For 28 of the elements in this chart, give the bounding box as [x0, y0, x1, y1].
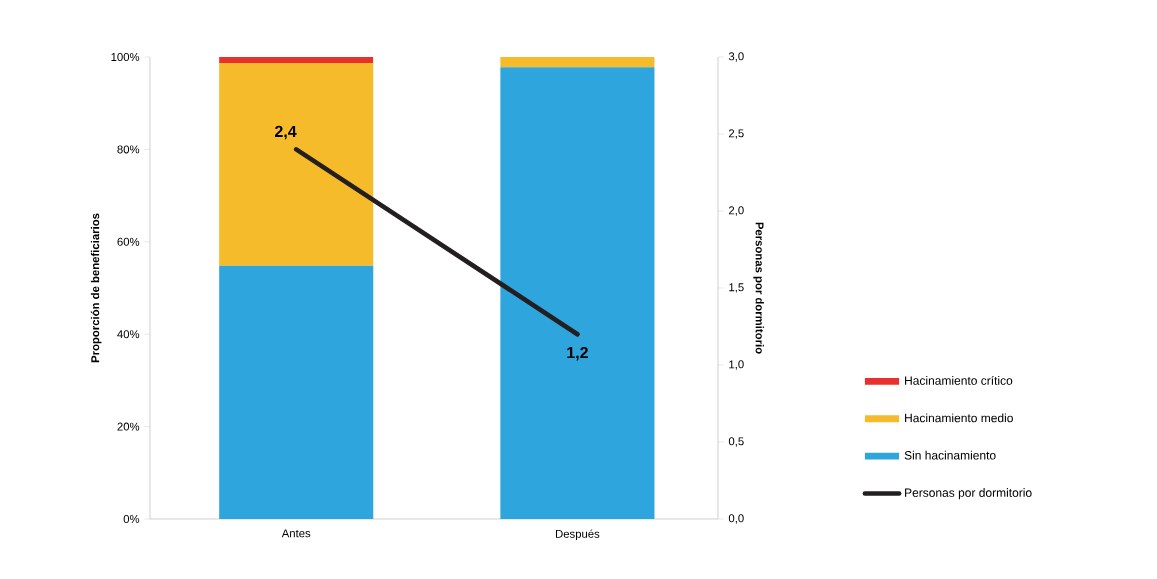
y-tick-label: 60%: [117, 237, 140, 246]
legend-label: Sin hacinamiento: [904, 450, 996, 460]
y-tick-label: 80%: [117, 145, 140, 154]
y-tick-label: 100%: [111, 52, 140, 61]
bar: [219, 56, 374, 63]
bar: [500, 67, 655, 519]
y2-axis-title: Personas por dormitorio: [753, 222, 764, 354]
legend-label: Hacinamiento medio: [905, 413, 1013, 423]
bar: [219, 63, 374, 266]
y2-tick-label: 1,0: [729, 360, 744, 370]
y2-tick-label: 0,0: [728, 514, 744, 524]
y2-tick-label: 3,0: [728, 52, 744, 62]
x-tick-label: Después: [555, 529, 600, 541]
y-tick-label: 40%: [117, 330, 140, 339]
bar: [500, 56, 655, 68]
bar: [219, 265, 374, 519]
y2-tick-label: 2,5: [728, 129, 744, 139]
y-axis-title: Proporción de beneficiarios: [90, 213, 102, 363]
legend-label: Hacinamiento crítico: [905, 375, 1013, 385]
y-tick-label: 20%: [117, 422, 140, 431]
y2-tick-label: 0,5: [728, 437, 744, 447]
y-tick-label: 0%: [123, 515, 140, 523]
y2-tick-label: 1,5: [729, 283, 744, 293]
data-label: 2,4: [275, 125, 297, 140]
x-tick-label: Antes: [281, 529, 311, 538]
legend-label: Personas por dormitorio: [905, 488, 1032, 500]
data-label: 1,2: [567, 346, 588, 361]
y2-tick-label: 2,0: [728, 206, 744, 216]
